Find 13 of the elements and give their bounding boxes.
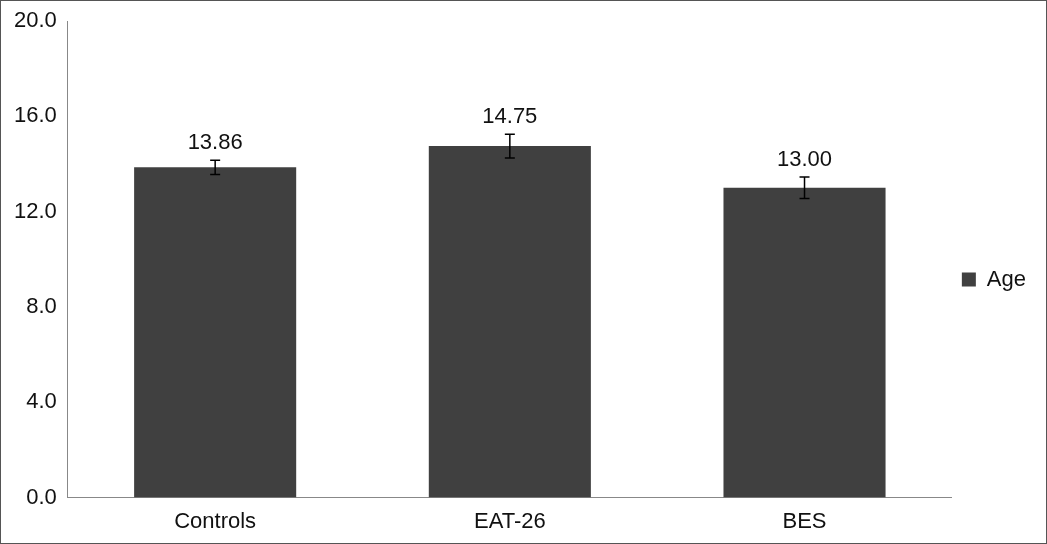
- x-tick-label: EAT-26: [473, 507, 546, 533]
- y-tick-label: 8.0: [26, 293, 57, 319]
- y-tick-label: 12.0: [13, 197, 57, 223]
- y-tick-label: 4.0: [26, 388, 57, 414]
- x-tick-label: Controls: [174, 507, 257, 533]
- y-tick-label: 16.0: [13, 102, 57, 128]
- data-label: 13.86: [187, 129, 243, 155]
- legend-label: Age: [986, 265, 1027, 291]
- data-label: 14.75: [482, 103, 538, 129]
- data-label: 13.00: [776, 146, 833, 172]
- y-tick-label: 20.0: [13, 7, 57, 33]
- x-tick-label: BES: [782, 507, 827, 533]
- y-tick-label: 0.0: [26, 483, 57, 509]
